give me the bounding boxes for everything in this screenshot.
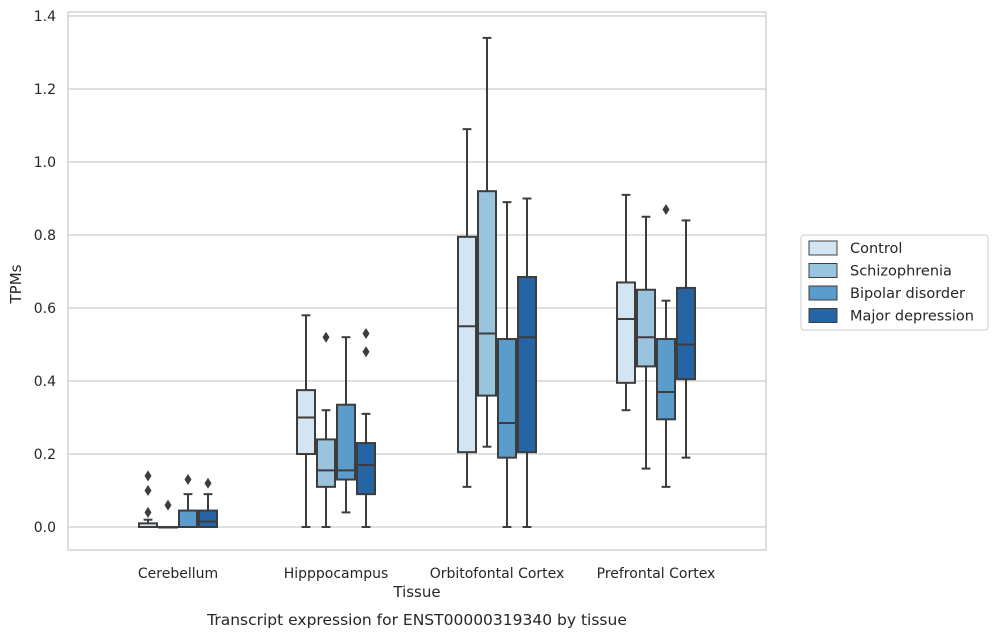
outlier-point [144,485,152,496]
box-iqr [676,286,696,381]
legend-frame [800,234,989,331]
x-tick-label: Cerebellum [138,566,218,582]
box-0-0 [138,470,158,528]
box-iqr [517,275,537,454]
y-tick-label: 0.8 [34,228,56,244]
box-iqr [296,389,316,455]
box-iqr [636,288,656,368]
box-iqr [656,338,676,421]
outlier-point [662,203,670,215]
box-iqr [616,281,636,384]
box-2-3 [517,197,537,528]
y-tick-label: 0.0 [34,520,56,536]
boxes [138,36,696,529]
box-3-3 [676,219,696,459]
box-3-0 [616,193,636,412]
box-2-2 [497,201,517,528]
legend-swatch [808,285,838,301]
box-iqr [198,509,218,529]
legend-label: Schizophrenia [850,264,952,280]
box-1-1 [316,331,336,528]
y-tick-label: 1.0 [34,155,56,171]
legend-label: Bipolar disorder [850,286,965,302]
y-axis-label: TPMs [7,264,25,304]
outlier-point [184,474,192,486]
plot-area-frame [67,11,767,551]
x-tick-labels: Cerebellum Hipppocampus Orbitofontal Corte… [138,566,715,582]
box-iqr [316,438,336,488]
legend-swatch [808,308,838,323]
legend-swatch [808,263,838,278]
x-tick-label: Prefrontal Cortex [597,566,716,582]
y-tick-labels: 0.0 0.2 0.4 0.6 0.8 1.0 1.2 1.4 [34,9,56,536]
y-tick-label: 0.6 [34,301,56,317]
box-1-2 [336,336,356,514]
box-1-3 [356,328,376,528]
legend-label: Control [850,241,902,257]
y-tick-label: 0.4 [34,374,56,390]
gridlines [68,15,766,528]
outlier-point [362,328,370,340]
legend-label: Major depression [850,309,974,325]
outlier-point [144,470,152,482]
y-tick-label: 0.2 [34,447,56,463]
box-iqr [178,509,198,529]
y-tick-label: 1.2 [34,82,56,98]
box-0-3 [198,477,218,529]
box-iqr [457,235,477,454]
outlier-point [204,477,212,489]
box-iqr [356,442,376,496]
box-1-0 [296,314,316,528]
box-0-1 [158,499,178,529]
box-iqr [336,403,356,481]
outlier-point [164,499,172,511]
x-axis-label: Tissue [392,583,440,601]
chart-caption: Transcript expression for ENST0000031934… [206,611,627,629]
box-2-1 [477,36,497,448]
box-0-2 [178,474,198,529]
legend: Control Schizophrenia Bipolar disorder Majo… [800,234,989,331]
outlier-point [144,506,152,518]
x-tick-label: Hipppocampus [284,566,389,582]
x-tick-label: Orbitofontal Cortex [430,566,565,582]
box-iqr [477,190,497,397]
outlier-point [322,331,330,343]
legend-swatch [808,240,838,256]
box-3-2 [656,203,676,488]
box-3-1 [636,215,656,470]
box-iqr [497,338,517,459]
outlier-point [362,346,370,358]
y-tick-label: 1.4 [34,9,56,25]
box-2-0 [457,128,477,488]
